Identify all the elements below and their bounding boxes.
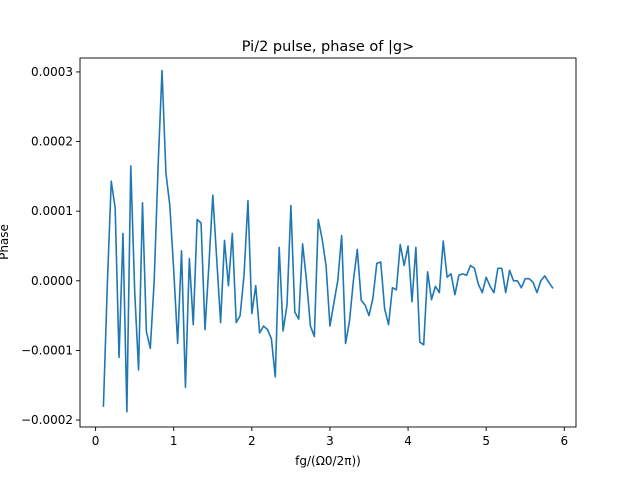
y-tick-label: 0.0000 (31, 274, 73, 288)
y-tick-label: −0.0001 (21, 343, 73, 357)
x-tick-label: 6 (560, 434, 568, 448)
x-tick-label: 2 (248, 434, 256, 448)
x-tick-label: 0 (92, 434, 100, 448)
x-axis-title: fg/(Ω0/2π)) (295, 454, 361, 468)
x-tick-label: 1 (170, 434, 178, 448)
x-axis-ticks: 0 1 2 3 4 5 6 (92, 427, 568, 448)
y-tick-label: 0.0001 (31, 204, 73, 218)
y-tick-label: −0.0002 (21, 413, 73, 427)
y-tick-label: 0.0002 (31, 135, 73, 149)
chart-title: Pi/2 pulse, phase of |g> (242, 39, 414, 55)
y-tick-label: 0.0003 (31, 65, 73, 79)
x-tick-label: 3 (326, 434, 334, 448)
x-tick-label: 5 (482, 434, 490, 448)
y-axis-title: Phase (0, 224, 11, 260)
series-line-0 (102, 69, 554, 413)
plot-series-layer (102, 69, 554, 413)
x-tick-label: 4 (404, 434, 412, 448)
plot-frame (79, 57, 577, 428)
y-axis-ticks: −0.0002 −0.0001 0.0000 0.0001 0.0002 0.0003 (21, 65, 80, 427)
